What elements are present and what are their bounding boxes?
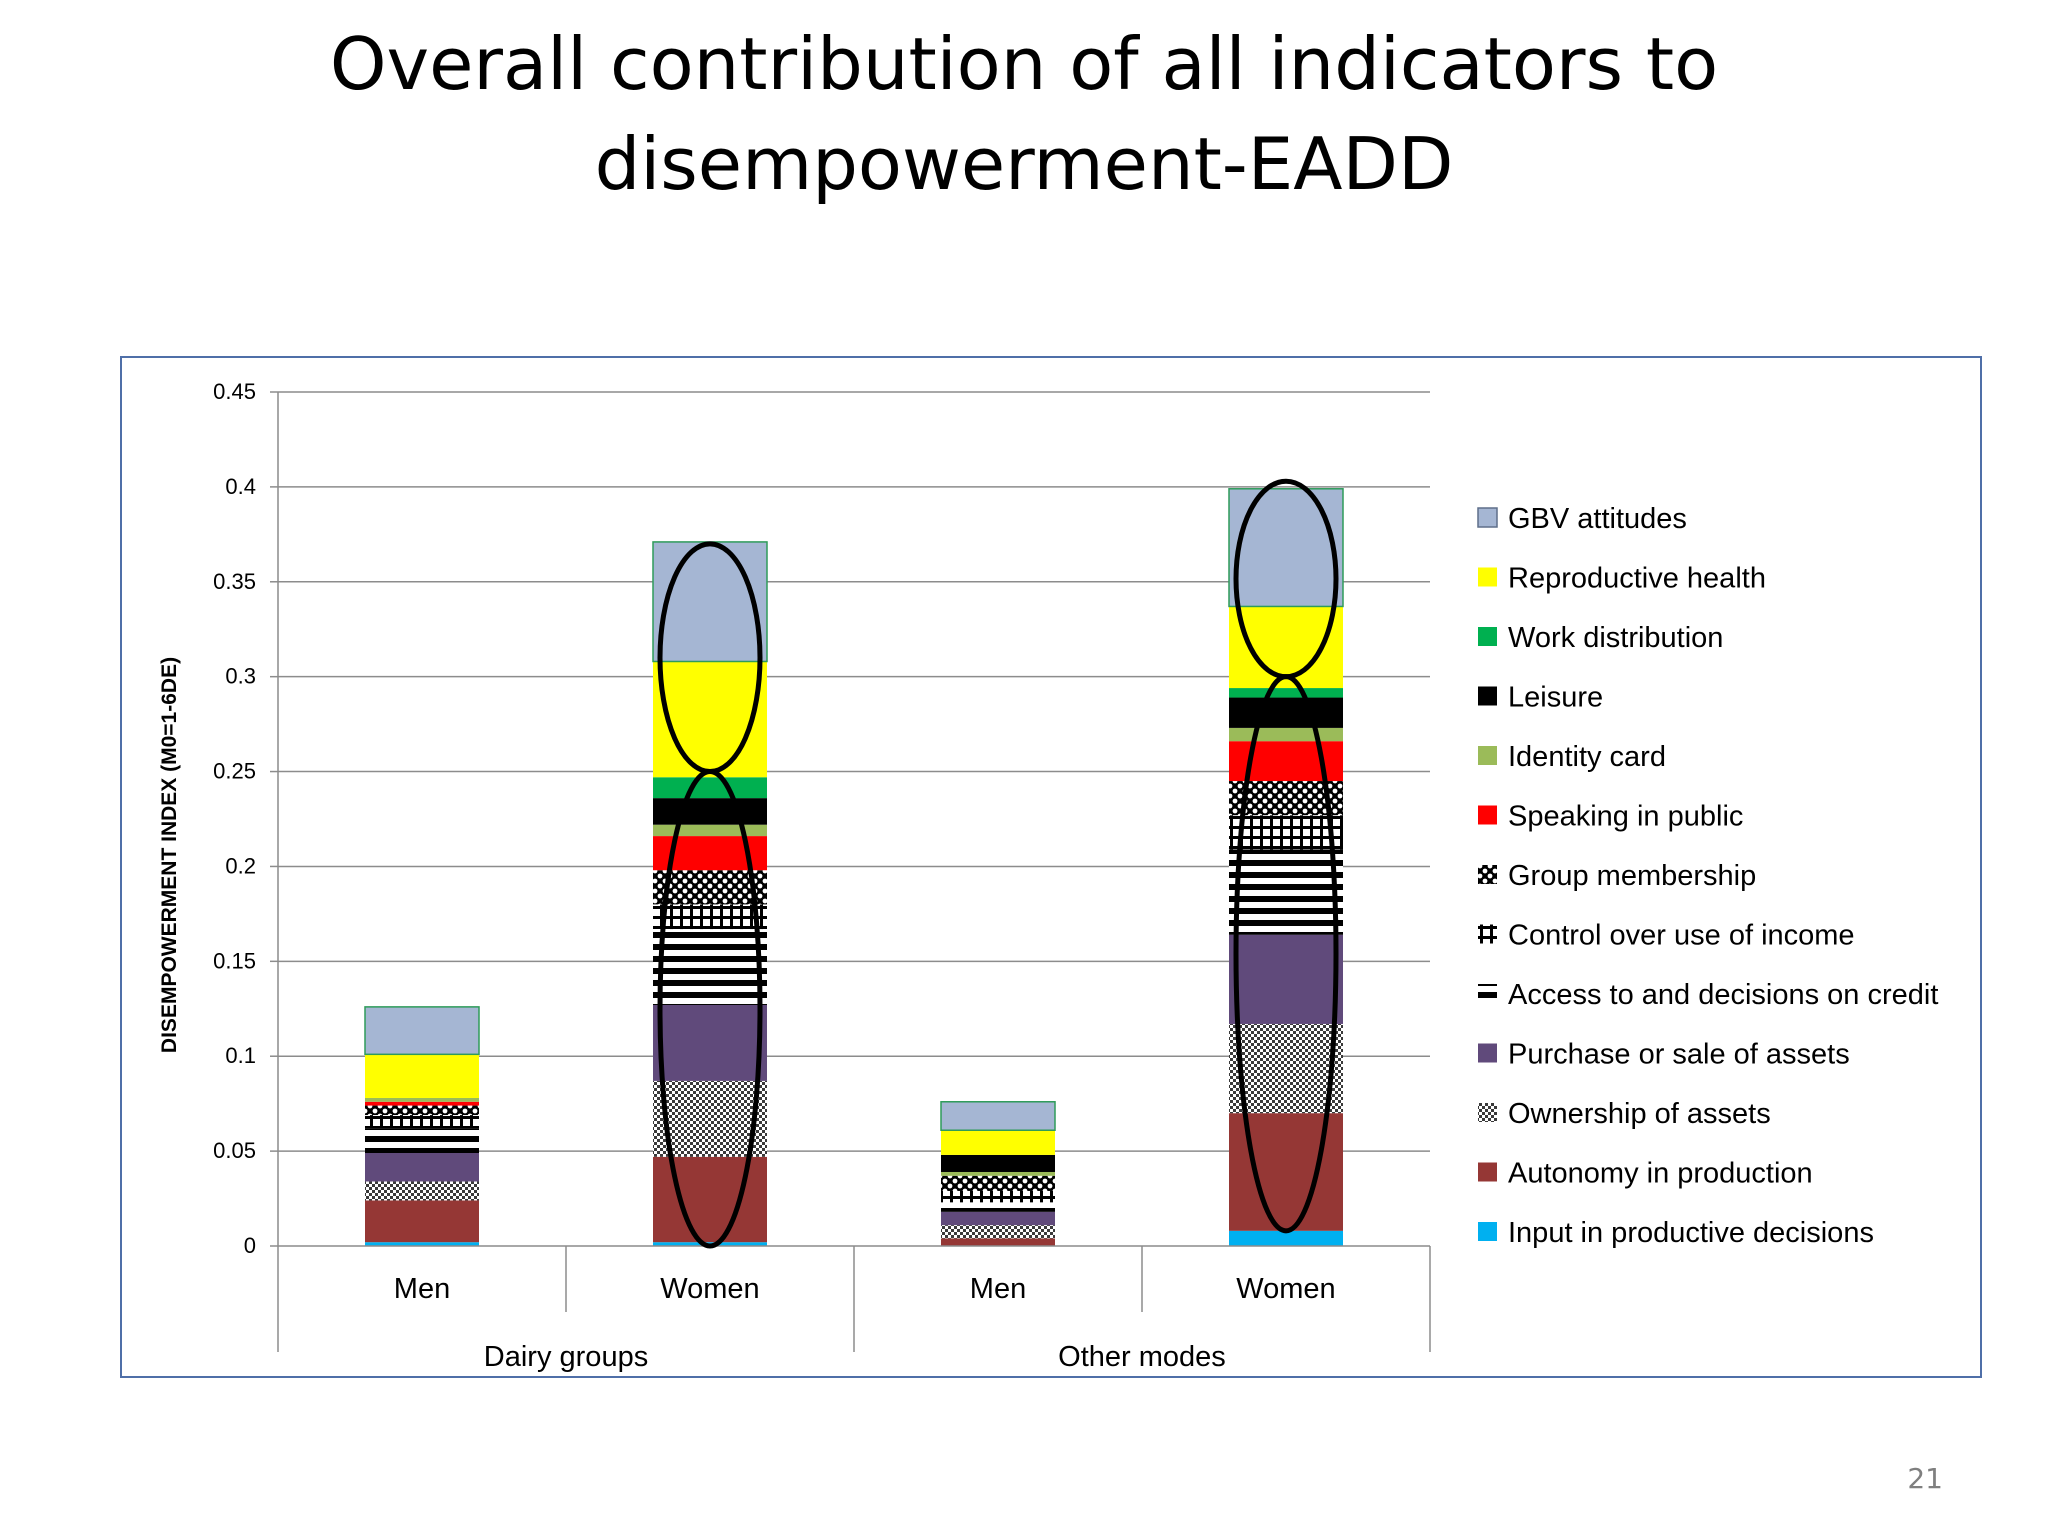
legend-label: Group membership <box>1508 860 1756 892</box>
bar-segment <box>941 1101 1055 1131</box>
bar-segment <box>1229 697 1343 728</box>
legend-label: Control over use of income <box>1508 920 1855 952</box>
slide-title: Overall contribution of all indicators t… <box>0 14 2048 214</box>
bar-segment <box>1229 815 1343 850</box>
bar-segment <box>653 777 767 799</box>
x-group-label: Other modes <box>1058 1341 1226 1373</box>
y-tick-label: 0.05 <box>213 1138 256 1163</box>
legend-swatch <box>1478 627 1497 646</box>
legend-swatch <box>1478 924 1497 944</box>
bar-segment <box>653 1080 767 1157</box>
bar-segment <box>1229 488 1343 607</box>
bar-segment <box>653 1004 767 1081</box>
legend-label: Ownership of assets <box>1508 1098 1771 1130</box>
legend: GBV attitudes Reproductive health Work dis… <box>1477 503 1938 1249</box>
legend-label: GBV attitudes <box>1508 503 1687 535</box>
legend-swatch <box>1478 1043 1497 1063</box>
x-tick-label: Men <box>394 1273 450 1305</box>
y-tick-label: 0.2 <box>225 853 256 878</box>
bar-segment <box>1229 727 1343 742</box>
annotation-ellipse <box>657 769 763 1249</box>
bar-segment <box>941 1171 1055 1176</box>
legend-label: Identity card <box>1508 741 1666 773</box>
bar-segment <box>365 1128 479 1154</box>
x-tick-label: Women <box>1236 1273 1335 1305</box>
page-number: 21 <box>1907 1462 1943 1495</box>
legend-label: Input in productive decisions <box>1508 1217 1874 1249</box>
legend-swatch <box>1478 805 1497 825</box>
legend-swatch <box>1478 1162 1497 1182</box>
legend-label: Autonomy in production <box>1508 1158 1813 1190</box>
bar-segment <box>365 1181 479 1201</box>
slide-title-line-2: disempowerment-EADD <box>594 122 1454 206</box>
bar-segment <box>365 1101 479 1106</box>
legend-label: Speaking in public <box>1508 801 1743 833</box>
bars <box>364 488 1344 1246</box>
bar-segment <box>941 1238 1055 1246</box>
y-tick-label: 0.3 <box>225 664 256 689</box>
bar-segment <box>365 1153 479 1182</box>
y-axis-label: DISEMPOWERMENT INDEX (M0=1-6DE) <box>158 657 181 1053</box>
legend-swatch <box>1478 984 1497 1003</box>
legend-label: Work distribution <box>1508 622 1723 654</box>
annotations <box>657 478 1339 1249</box>
y-tick-label: 0.35 <box>213 569 256 594</box>
x-tick-label: Men <box>970 1273 1026 1305</box>
bar-segment <box>1229 934 1343 1024</box>
legend-swatch <box>1478 865 1497 884</box>
y-tick-label: 0.4 <box>225 474 256 499</box>
bar-segment <box>941 1175 1055 1191</box>
legend-label: Leisure <box>1508 682 1603 714</box>
bar-segment <box>365 1200 479 1243</box>
bar-segment <box>1229 688 1343 698</box>
legend-label: Purchase or sale of assets <box>1508 1039 1850 1071</box>
bar-segment <box>653 541 767 662</box>
bar-segment <box>365 1006 479 1055</box>
legend-label: Access to and decisions on credit <box>1508 979 1938 1011</box>
bar-segment <box>941 1154 1055 1172</box>
legend-swatch <box>1478 686 1497 706</box>
bar-segment <box>653 824 767 837</box>
bar-segment <box>653 870 767 905</box>
bar-segment <box>365 1115 479 1129</box>
legend-swatch <box>1478 1103 1497 1122</box>
y-tick-label: 0.45 <box>213 379 256 404</box>
x-tick-label: Women <box>660 1273 759 1305</box>
stacked-bar-chart: 0 0.05 0.1 0.15 0.2 0.25 0.3 0.35 0.4 0.45 Men Wome… <box>158 379 1938 1373</box>
bar-segment <box>653 904 767 930</box>
legend-label: Reproductive health <box>1508 563 1766 595</box>
legend-swatch <box>1478 746 1497 765</box>
axes: 0 0.05 0.1 0.15 0.2 0.25 0.3 0.35 0.4 0.45 Men Wome… <box>213 379 1431 1373</box>
bar-segment <box>365 1054 479 1098</box>
bar-top-outline <box>940 1101 1056 1131</box>
bar-segment <box>941 1130 1055 1155</box>
bar-segment <box>653 661 767 778</box>
legend-swatch <box>1478 1222 1497 1241</box>
x-group-label: Dairy groups <box>484 1341 648 1373</box>
bar-segment <box>653 798 767 825</box>
bar-segment <box>941 1202 1055 1212</box>
bar-segment <box>941 1211 1055 1226</box>
y-tick-label: 0 <box>244 1233 256 1258</box>
bar-segment <box>1229 849 1343 935</box>
legend-swatch <box>1477 507 1498 528</box>
bar-segment <box>365 1105 479 1116</box>
y-tick-label: 0.1 <box>225 1043 256 1068</box>
slide-title-line-1: Overall contribution of all indicators t… <box>329 22 1719 106</box>
bar-segment <box>365 1097 479 1102</box>
y-tick-label: 0.25 <box>213 759 256 784</box>
bar-segment <box>365 1242 479 1246</box>
bar-segment <box>653 929 767 1005</box>
bar-segment <box>1229 1023 1343 1114</box>
annotation-ellipse <box>1233 674 1339 1234</box>
bar-top-outline <box>1228 488 1344 608</box>
bar-segment <box>653 1156 767 1243</box>
bar-top-outline <box>364 1006 480 1056</box>
legend-swatch <box>1478 567 1497 587</box>
y-tick-label: 0.15 <box>213 948 256 973</box>
bar-segment <box>941 1190 1055 1203</box>
bar-segment <box>1229 1230 1343 1246</box>
bar-segment <box>941 1225 1055 1239</box>
